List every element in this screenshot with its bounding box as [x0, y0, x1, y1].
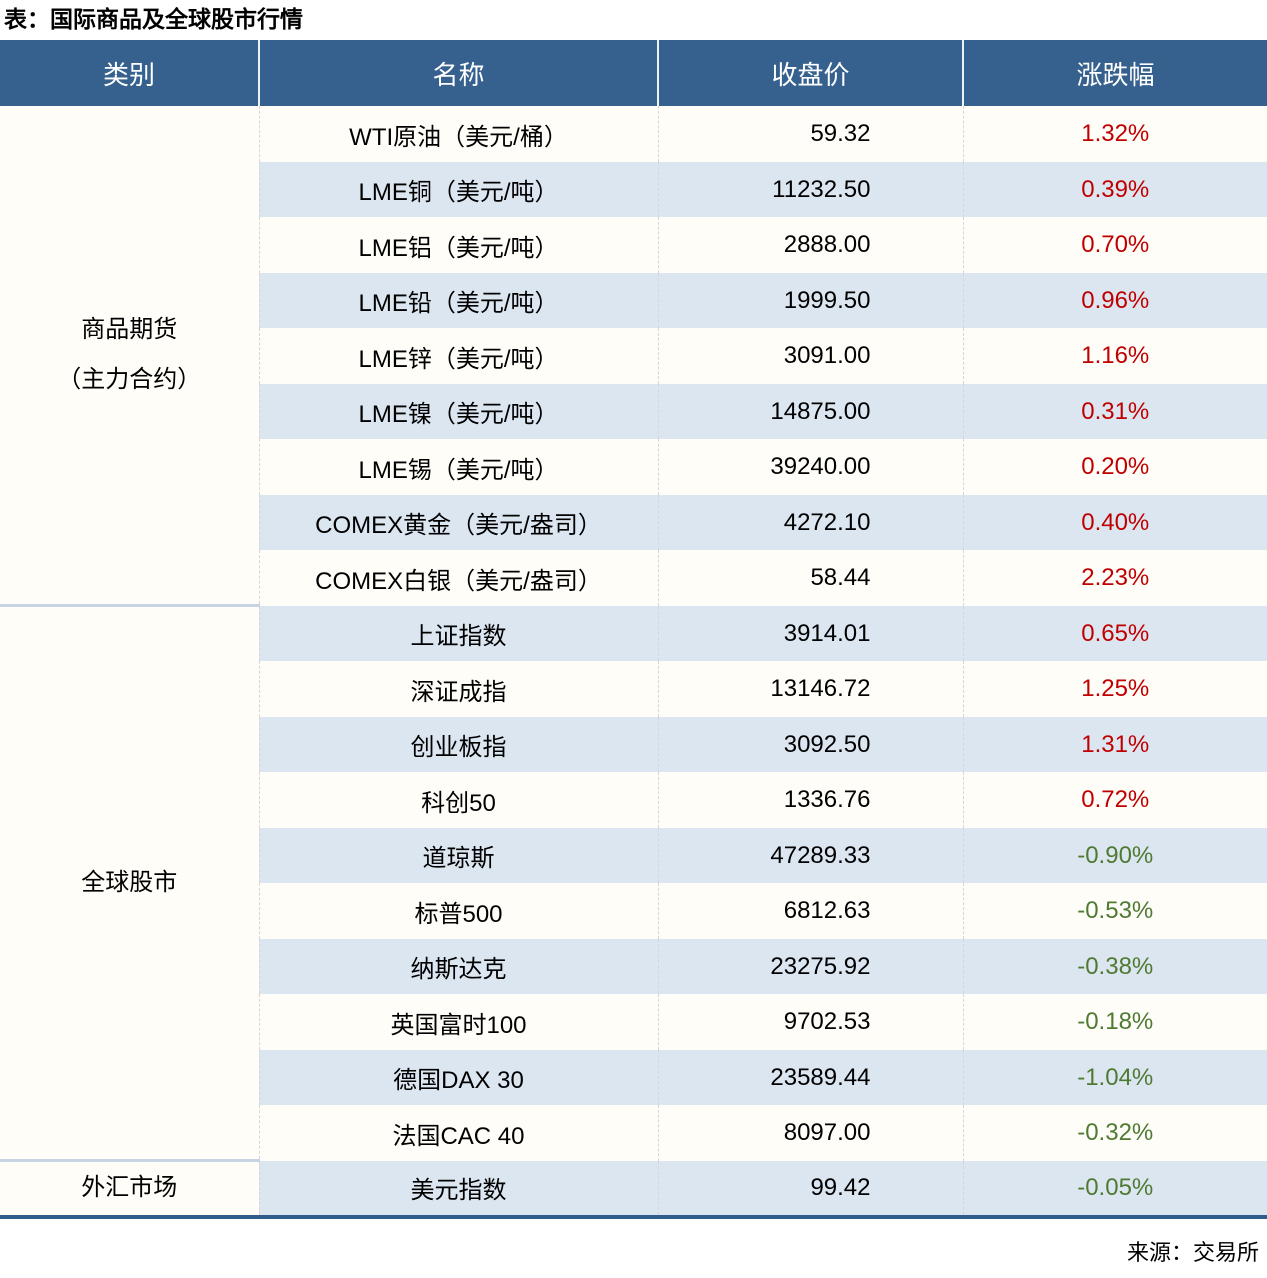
- market-table: 类别 名称 收盘价 涨跌幅 商品期货 （主力合约） WTI原油（美元/桶） 59.32 1.…: [0, 40, 1267, 1219]
- table-row: 创业板指 3092.50 1.31%: [0, 716, 1267, 773]
- column-header-3: 涨跌幅: [962, 40, 1267, 107]
- table-row: 德国DAX 30 23589.44 -1.04%: [0, 1049, 1267, 1106]
- name-cell: 德国DAX 30: [258, 1049, 658, 1106]
- table-row: 深证成指 13146.72 1.25%: [0, 661, 1267, 717]
- change-cell: -1.04%: [962, 1049, 1267, 1106]
- close-price-cell: 8097.00: [657, 1105, 963, 1161]
- name-cell: 科创50: [258, 772, 658, 828]
- table-row: COMEX白银（美元/盎司） 58.44 2.23%: [0, 550, 1267, 606]
- table-row: LME锡（美元/吨） 39240.00 0.20%: [0, 439, 1267, 495]
- name-cell: LME铅（美元/吨）: [258, 272, 658, 329]
- close-price-cell: 9702.53: [657, 994, 963, 1050]
- change-cell: 0.20%: [962, 439, 1267, 495]
- close-price-cell: 39240.00: [657, 439, 963, 495]
- change-cell: 0.39%: [962, 161, 1267, 218]
- close-price-cell: 2888.00: [657, 217, 963, 273]
- close-price-cell: 59.32: [657, 106, 963, 162]
- column-header-0: 类别: [0, 40, 259, 107]
- close-price-cell: 23589.44: [657, 1049, 963, 1106]
- name-cell: 深证成指: [258, 661, 658, 717]
- close-price-cell: 13146.72: [657, 661, 963, 717]
- change-cell: 1.16%: [962, 328, 1267, 384]
- close-price-cell: 3091.00: [657, 328, 963, 384]
- name-cell: 创业板指: [258, 716, 658, 773]
- change-cell: -0.90%: [962, 827, 1267, 884]
- category-cell: 商品期货 （主力合约）: [0, 106, 259, 608]
- close-price-cell: 3092.50: [657, 716, 963, 773]
- table-row: LME铜（美元/吨） 11232.50 0.39%: [0, 161, 1267, 218]
- name-cell: 美元指数: [258, 1160, 658, 1217]
- close-price-cell: 47289.33: [657, 827, 963, 884]
- table-row: LME铅（美元/吨） 1999.50 0.96%: [0, 272, 1267, 329]
- name-cell: 道琼斯: [258, 827, 658, 884]
- close-price-cell: 4272.10: [657, 494, 963, 551]
- name-cell: 英国富时100: [258, 994, 658, 1050]
- name-cell: 上证指数: [258, 605, 658, 662]
- header-row: 类别 名称 收盘价 涨跌幅: [0, 40, 1267, 107]
- name-cell: 纳斯达克: [258, 938, 658, 995]
- close-price-cell: 58.44: [657, 550, 963, 606]
- table-row: 商品期货 （主力合约） WTI原油（美元/桶） 59.32 1.32%: [0, 106, 1267, 608]
- change-cell: -0.38%: [962, 938, 1267, 995]
- change-cell: 0.72%: [962, 772, 1267, 828]
- name-cell: LME锡（美元/吨）: [258, 439, 658, 495]
- close-price-cell: 1999.50: [657, 272, 963, 329]
- close-price-cell: 3914.01: [657, 605, 963, 662]
- name-cell: LME锌（美元/吨）: [258, 328, 658, 384]
- table-row: LME镍（美元/吨） 14875.00 0.31%: [0, 383, 1267, 440]
- change-cell: -0.32%: [962, 1105, 1267, 1161]
- change-cell: 1.25%: [962, 661, 1267, 717]
- change-cell: -0.18%: [962, 994, 1267, 1050]
- change-cell: 2.23%: [962, 550, 1267, 606]
- category-cell: 全球股市: [0, 605, 259, 1163]
- name-cell: LME镍（美元/吨）: [258, 383, 658, 440]
- change-cell: 1.31%: [962, 716, 1267, 773]
- change-cell: -0.05%: [962, 1160, 1267, 1217]
- table-row: 外汇市场 美元指数 99.42 -0.05%: [0, 1160, 1267, 1217]
- table-row: 纳斯达克 23275.92 -0.38%: [0, 938, 1267, 995]
- name-cell: LME铝（美元/吨）: [258, 217, 658, 273]
- column-header-2: 收盘价: [657, 40, 963, 107]
- table-row: 标普500 6812.63 -0.53%: [0, 883, 1267, 939]
- close-price-cell: 11232.50: [657, 161, 963, 218]
- change-cell: 0.65%: [962, 605, 1267, 662]
- name-cell: LME铜（美元/吨）: [258, 161, 658, 218]
- close-price-cell: 14875.00: [657, 383, 963, 440]
- table-row: 科创50 1336.76 0.72%: [0, 772, 1267, 828]
- table-row: COMEX黄金（美元/盎司） 4272.10 0.40%: [0, 494, 1267, 551]
- change-cell: 0.96%: [962, 272, 1267, 329]
- change-cell: 0.31%: [962, 383, 1267, 440]
- table-row: 全球股市 上证指数 3914.01 0.65%: [0, 605, 1267, 1163]
- close-price-cell: 1336.76: [657, 772, 963, 828]
- change-cell: 1.32%: [962, 106, 1267, 162]
- table-row: 英国富时100 9702.53 -0.18%: [0, 994, 1267, 1050]
- source-note: 来源：交易所: [1126, 1239, 1259, 1265]
- name-cell: COMEX黄金（美元/盎司）: [258, 494, 658, 551]
- table-row: 道琼斯 47289.33 -0.90%: [0, 827, 1267, 884]
- table-row: 法国CAC 40 8097.00 -0.32%: [0, 1105, 1267, 1161]
- table-row: LME铝（美元/吨） 2888.00 0.70%: [0, 217, 1267, 273]
- name-cell: 标普500: [258, 883, 658, 939]
- category-cell: 外汇市场: [0, 1160, 259, 1217]
- column-header-1: 名称: [258, 40, 658, 107]
- close-price-cell: 99.42: [657, 1160, 963, 1217]
- close-price-cell: 23275.92: [657, 938, 963, 995]
- name-cell: 法国CAC 40: [258, 1105, 658, 1161]
- name-cell: WTI原油（美元/桶）: [258, 106, 658, 162]
- table-row: LME锌（美元/吨） 3091.00 1.16%: [0, 328, 1267, 384]
- table-title: 表：国际商品及全球股市行情: [4, 6, 303, 32]
- change-cell: 0.70%: [962, 217, 1267, 273]
- change-cell: 0.40%: [962, 494, 1267, 551]
- name-cell: COMEX白银（美元/盎司）: [258, 550, 658, 606]
- close-price-cell: 6812.63: [657, 883, 963, 939]
- change-cell: -0.53%: [962, 883, 1267, 939]
